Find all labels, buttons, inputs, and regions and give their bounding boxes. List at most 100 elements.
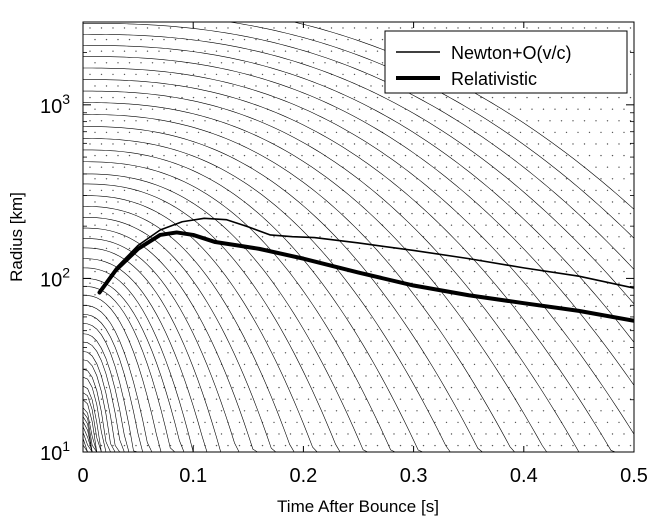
grid-dot [365, 328, 367, 331]
grid-dot [358, 224, 361, 226]
mass-shell-trajectories [83, 22, 634, 452]
grid-dot [238, 421, 241, 424]
grid-dot [376, 236, 379, 238]
grid-dot [105, 247, 108, 250]
grid-dot [503, 328, 505, 331]
grid-dot [301, 410, 303, 412]
grid-dot [595, 236, 597, 238]
grid-dot [554, 131, 556, 134]
grid-dot [319, 398, 321, 400]
grid-dot [307, 120, 310, 122]
grid-dot [204, 143, 206, 145]
grid-dot [560, 259, 563, 261]
grid-dot [365, 189, 367, 192]
grid-dot [404, 224, 407, 226]
mass-shell-line [83, 333, 634, 452]
grid-dot [192, 189, 195, 192]
grid-dot [192, 212, 195, 215]
grid-dot [554, 433, 556, 435]
grid-dot [232, 294, 234, 296]
grid-dot [399, 96, 402, 99]
grid-dot [174, 340, 177, 342]
grid-dot [117, 340, 119, 342]
grid-dot [526, 166, 528, 168]
grid-dot [388, 166, 390, 168]
grid-dot [261, 73, 264, 76]
grid-dot [376, 444, 379, 447]
grid-dot [89, 352, 91, 354]
grid-dot [347, 154, 349, 157]
mass-shell-line [83, 286, 634, 452]
grid-dot [204, 305, 206, 308]
grid-dot [123, 27, 126, 29]
grid-dot [100, 421, 103, 424]
grid-dot [445, 236, 448, 238]
grid-dot [629, 73, 632, 76]
grid-dot [117, 178, 119, 180]
grid-dot [457, 282, 459, 284]
grid-dot [611, 247, 614, 250]
grid-dot [243, 154, 246, 157]
grid-dot [393, 363, 395, 366]
grid-dot [151, 85, 154, 87]
grid-dot [370, 410, 372, 412]
grid-dot [347, 294, 349, 296]
grid-dot [301, 340, 303, 342]
grid-dot [600, 270, 602, 273]
mass-shell-line [292, 22, 634, 210]
grid-dot [542, 386, 545, 389]
grid-dot [94, 178, 96, 180]
grid-dot [342, 27, 344, 29]
grid-dot [112, 73, 114, 76]
grid-dot [335, 386, 338, 389]
grid-dot [89, 96, 91, 99]
grid-dot [606, 352, 609, 354]
grid-dot [526, 96, 528, 99]
grid-dot [174, 178, 177, 180]
grid-dot [473, 433, 476, 435]
grid-dot [250, 120, 252, 122]
grid-dot [112, 50, 114, 52]
grid-dot [89, 73, 91, 76]
grid-dot [480, 328, 482, 331]
grid-dot [388, 421, 390, 424]
grid-dot [319, 50, 321, 52]
grid-dot [508, 363, 510, 366]
grid-dot [197, 224, 200, 226]
grid-dot [560, 375, 563, 377]
grid-dot [238, 398, 241, 400]
grid-dot [319, 352, 321, 354]
grid-dot [618, 236, 620, 238]
grid-dot [220, 340, 223, 342]
grid-dot [468, 259, 471, 261]
grid-dot [554, 178, 556, 180]
grid-dot [89, 120, 91, 122]
grid-dot [388, 96, 390, 99]
grid-dot [526, 444, 528, 447]
grid-dot [209, 38, 211, 41]
grid-dot [273, 189, 275, 192]
grid-dot [243, 270, 246, 273]
grid-dot [158, 120, 160, 122]
grid-dot [261, 259, 264, 261]
grid-dot [600, 154, 602, 157]
grid-dot [485, 131, 487, 134]
grid-dot [289, 294, 292, 296]
grid-dot [123, 73, 126, 76]
grid-dot [301, 131, 303, 134]
grid-dot [128, 386, 131, 389]
grid-dot [508, 294, 510, 296]
grid-dot [140, 294, 142, 296]
grid-dot [416, 224, 418, 226]
grid-dot [181, 375, 183, 377]
grid-dot [296, 259, 298, 261]
grid-dot [560, 444, 563, 447]
grid-dot [289, 108, 292, 110]
grid-dot [503, 166, 505, 168]
grid-dot [457, 166, 459, 168]
grid-dot [312, 131, 315, 134]
grid-dot [611, 363, 614, 366]
grid-dot [169, 120, 172, 122]
grid-dot [158, 328, 160, 331]
grid-dot [94, 433, 96, 435]
